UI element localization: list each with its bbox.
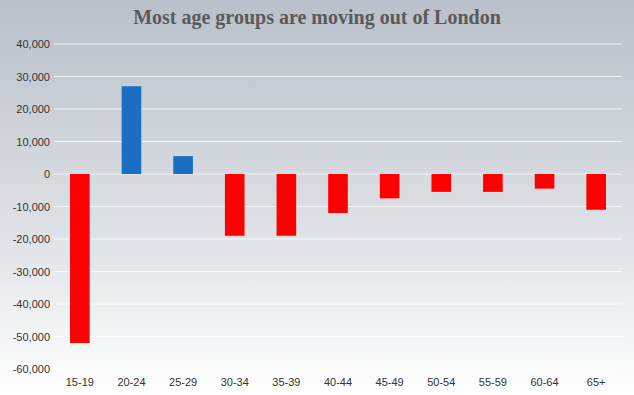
x-tick-label: 25-29 (169, 376, 197, 388)
x-tick-label: 20-24 (117, 376, 145, 388)
bar (586, 174, 606, 210)
bar (122, 86, 142, 174)
x-tick-label: 60-64 (530, 376, 558, 388)
x-tick-label: 65+ (587, 376, 606, 388)
y-tick-label: 20,000 (16, 103, 50, 115)
grid-line (54, 369, 622, 370)
background (0, 0, 634, 395)
chart-svg: -60,000 -50,000 -40,000 -30,000 -20,000 -10,0… (0, 0, 634, 395)
y-tick-label: 40,000 (16, 38, 50, 50)
y-tick-label: 30,000 (16, 71, 50, 83)
bar (431, 174, 451, 192)
bar (535, 174, 555, 189)
bar (483, 174, 503, 192)
y-tick-label: -20,000 (13, 233, 50, 245)
chart-container: -60,000 -50,000 -40,000 -30,000 -20,000 -10,0… (0, 0, 634, 395)
y-tick-label: -30,000 (13, 266, 50, 278)
x-tick-label: 35-39 (272, 376, 300, 388)
y-tick-label: -50,000 (13, 331, 50, 343)
bar (70, 174, 90, 343)
bar (225, 174, 245, 236)
y-tick-label: 0 (44, 168, 50, 180)
y-tick-label: 10,000 (16, 136, 50, 148)
x-tick-label: 50-54 (427, 376, 455, 388)
y-tick-label: -60,000 (13, 363, 50, 375)
y-tick-label: -10,000 (13, 201, 50, 213)
grid-line (54, 44, 622, 45)
x-tick-label: 45-49 (376, 376, 404, 388)
grid-line (54, 76, 622, 77)
x-tick-label: 40-44 (324, 376, 352, 388)
bars (70, 86, 606, 343)
bar (380, 174, 400, 198)
grid-line (54, 304, 622, 305)
grid-line (54, 271, 622, 272)
x-tick-label: 55-59 (479, 376, 507, 388)
grid-line (54, 239, 622, 240)
bar (173, 156, 193, 174)
y-tick-label: -40,000 (13, 298, 50, 310)
x-tick-label: 30-34 (221, 376, 249, 388)
x-tick-label: 15-19 (66, 376, 94, 388)
bar (277, 174, 297, 236)
bar (328, 174, 348, 213)
grid-line (54, 336, 622, 337)
title: Most age groups are moving out of London (133, 6, 501, 29)
